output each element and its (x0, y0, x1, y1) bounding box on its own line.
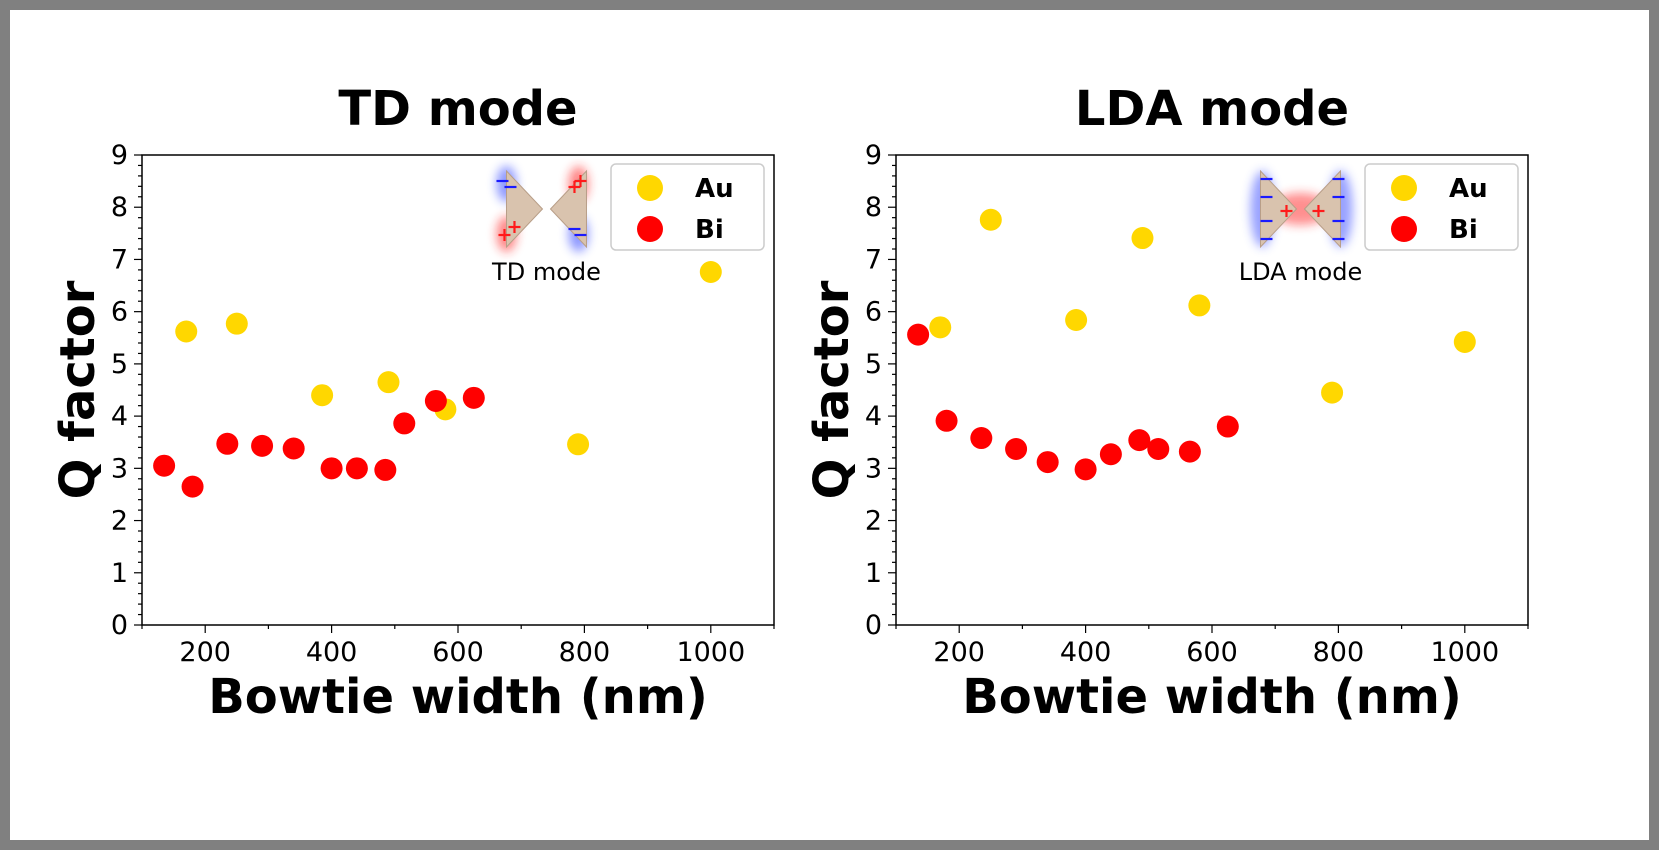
y-axis-label: Q factor (50, 280, 106, 499)
data-point-bi (320, 457, 343, 480)
y-tick-label: 1 (111, 558, 128, 589)
data-point-bi (1216, 415, 1239, 438)
y-tick-label: 3 (111, 453, 128, 484)
y-tick-label: 7 (865, 244, 882, 275)
y-tick-label: 2 (111, 506, 128, 537)
chart-panel-1: TD mode 0 1 2 3 4 5 6 7 8 9 200 400 600 800 1000Bowtie … (50, 81, 775, 725)
x-tick-label: 400 (1060, 637, 1112, 668)
series-bi (907, 323, 1239, 481)
y-tick-label: 7 (111, 244, 128, 275)
y-tick-label: 3 (865, 453, 882, 484)
x-tick-label: 1000 (1430, 637, 1499, 668)
y-tick-label: 1 (865, 558, 882, 589)
inset-caption: TD mode (491, 258, 601, 286)
x-tick-label: 400 (306, 637, 358, 668)
y-tick-label: 8 (111, 192, 128, 223)
y-tick-label: 0 (111, 610, 128, 641)
chart-title: TD mode (338, 81, 577, 137)
y-tick-label: 4 (865, 401, 882, 432)
x-axis-label: Bowtie width (nm) (208, 669, 708, 725)
data-point-au (567, 433, 590, 456)
data-point-bi (1178, 440, 1201, 463)
data-point-bi (153, 454, 176, 477)
data-point-bi (1074, 458, 1097, 481)
x-tick-label: 200 (933, 637, 985, 668)
data-point-bi (282, 437, 305, 460)
bowtie-triangle (505, 169, 544, 249)
data-point-bi (1036, 451, 1059, 474)
y-tick-label: 9 (111, 140, 128, 171)
data-point-bi (374, 458, 397, 481)
y-tick-label: 9 (865, 140, 882, 171)
data-point-bi (393, 412, 416, 435)
data-point-au (225, 312, 248, 335)
data-point-bi (345, 457, 368, 480)
data-point-bi (216, 432, 239, 455)
data-point-bi (251, 434, 274, 457)
x-tick-label: 600 (1186, 637, 1238, 668)
y-tick-label: 0 (865, 610, 882, 641)
data-point-au (377, 371, 400, 394)
inset-caption: LDA mode (1239, 258, 1363, 286)
y-axis-label: Q factor (804, 280, 860, 499)
data-point-bi (1005, 438, 1028, 461)
legend-label-au: Au (1449, 174, 1488, 204)
bowtie-inset-illustration (1250, 169, 1353, 249)
x-tick-label: 800 (1313, 637, 1365, 668)
legend: Au Bi (610, 163, 765, 251)
data-point-bi (1128, 429, 1151, 452)
legend-label-bi: Bi (1449, 215, 1478, 245)
legend-marker-bi (1391, 216, 1417, 242)
bowtie-triangle (1303, 169, 1341, 249)
y-tick-label: 6 (111, 297, 128, 328)
y-tick-label: 5 (111, 349, 128, 380)
data-point-au (311, 384, 334, 407)
x-axis-label: Bowtie width (nm) (962, 669, 1462, 725)
legend-marker-bi (637, 216, 663, 242)
x-tick-label: 1000 (676, 637, 745, 668)
y-tick-label: 2 (865, 506, 882, 537)
bowtie-inset-illustration (496, 166, 589, 252)
data-point-bi (1147, 438, 1170, 461)
legend-marker-au (637, 175, 663, 201)
data-point-bi (970, 427, 993, 450)
data-point-au (175, 320, 198, 343)
data-point-bi (1099, 443, 1122, 466)
data-point-bi (907, 323, 930, 346)
legend-label-bi: Bi (695, 215, 724, 245)
data-point-bi (424, 389, 447, 412)
data-point-au (1065, 309, 1088, 332)
chart-panel-2: LDA mode 0 1 2 3 4 5 6 7 8 9 200 400 600 800 1000Bowtie… (804, 81, 1529, 725)
data-point-au (699, 260, 722, 283)
data-point-bi (462, 386, 485, 409)
bowtie-triangle (1259, 169, 1298, 249)
data-point-bi (181, 475, 204, 498)
series-bi (153, 386, 485, 498)
y-tick-label: 5 (865, 349, 882, 380)
x-tick-label: 200 (179, 637, 231, 668)
legend-box (1364, 163, 1519, 251)
y-tick-label: 8 (865, 192, 882, 223)
data-point-au (1453, 330, 1476, 353)
data-point-au (979, 208, 1002, 231)
x-tick-label: 600 (432, 637, 484, 668)
series-au (929, 208, 1476, 404)
figure-frame: TD mode 0 1 2 3 4 5 6 7 8 9 200 400 600 800 1000 Bowtie … (10, 10, 1649, 840)
legend: Au Bi (1364, 163, 1519, 251)
data-point-au (1131, 227, 1154, 250)
series-au (175, 260, 722, 456)
chart-title: LDA mode (1075, 81, 1349, 137)
data-point-au (1321, 381, 1344, 404)
data-point-au (929, 316, 952, 339)
data-point-au (1188, 294, 1211, 317)
y-tick-label: 6 (865, 297, 882, 328)
y-tick-label: 4 (111, 401, 128, 432)
legend-marker-au (1391, 175, 1417, 201)
data-point-bi (935, 409, 958, 432)
legend-box (610, 163, 765, 251)
legend-label-au: Au (695, 174, 734, 204)
x-tick-label: 800 (559, 637, 611, 668)
